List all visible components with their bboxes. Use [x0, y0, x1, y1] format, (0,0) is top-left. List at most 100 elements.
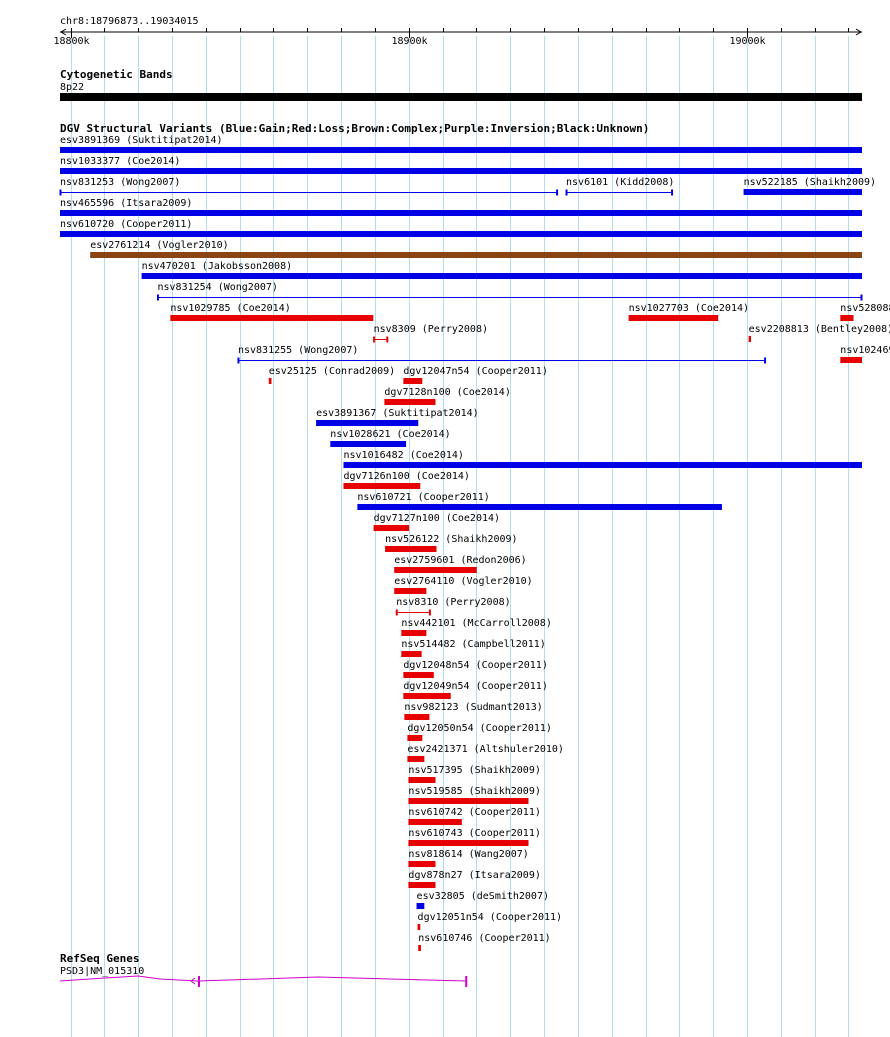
- sv-feature[interactable]: esv3891369 (Suktitipat2014): [60, 135, 862, 153]
- sv-feature-bar[interactable]: [60, 147, 862, 153]
- sv-feature[interactable]: nsv519585 (Shaikh2009): [408, 786, 541, 804]
- sv-feature-label: esv2421371 (Altshuler2010): [407, 744, 564, 755]
- sv-feature[interactable]: dgv878n27 (Itsara2009): [408, 870, 541, 888]
- cytoband-track-title[interactable]: Cytogenetic Bands: [60, 68, 173, 81]
- sv-feature[interactable]: esv2421371 (Altshuler2010): [407, 744, 564, 762]
- sv-feature[interactable]: nsv1024694 (Coe2014): [840, 345, 890, 363]
- sv-feature-bar[interactable]: [357, 504, 722, 510]
- sv-feature-bar[interactable]: [330, 441, 407, 447]
- sv-feature-bar[interactable]: [748, 336, 752, 342]
- sv-feature[interactable]: nsv526122 (Shaikh2009): [385, 534, 518, 552]
- sv-feature-bar[interactable]: [60, 210, 862, 216]
- gene-exon[interactable]: [198, 976, 200, 987]
- sv-feature[interactable]: nsv528088 (Shaikh2009): [840, 303, 890, 321]
- sv-feature[interactable]: nsv8309 (Perry2008): [373, 324, 488, 343]
- sv-feature-bar[interactable]: [401, 630, 427, 636]
- sv-feature[interactable]: nsv470201 (Jakobsson2008): [141, 261, 862, 279]
- sv-feature[interactable]: nsv6101 (Kidd2008): [565, 177, 674, 196]
- sv-feature-bar[interactable]: [408, 882, 436, 888]
- sv-feature[interactable]: nsv1033377 (Coe2014): [60, 156, 862, 174]
- sv-feature-bar[interactable]: [408, 819, 462, 825]
- sv-feature-bar[interactable]: [384, 399, 436, 405]
- sv-feature[interactable]: nsv1016482 (Coe2014): [343, 450, 862, 468]
- sv-feature[interactable]: nsv522185 (Shaikh2009): [743, 177, 876, 195]
- sv-feature[interactable]: nsv831255 (Wong2007): [237, 345, 767, 364]
- refseq-track-title[interactable]: RefSeq Genes: [60, 952, 139, 965]
- strand-arrow-icon: [190, 977, 196, 985]
- sv-feature[interactable]: nsv1029785 (Coe2014): [170, 303, 374, 321]
- sv-feature[interactable]: nsv610742 (Cooper2011): [408, 807, 541, 825]
- sv-feature-bar[interactable]: [316, 420, 419, 426]
- sv-feature-bar[interactable]: [141, 273, 862, 279]
- sv-feature[interactable]: esv2764110 (Vogler2010): [394, 576, 533, 594]
- sv-feature[interactable]: nsv8310 (Perry2008): [395, 597, 511, 616]
- sv-feature[interactable]: dgv12048n54 (Cooper2011): [403, 660, 548, 678]
- dgv-track-title[interactable]: DGV Structural Variants (Blue:Gain;Red:L…: [60, 122, 649, 135]
- sv-feature[interactable]: nsv818614 (Wang2007): [408, 849, 529, 867]
- sv-feature[interactable]: dgv7126n100 (Coe2014): [343, 471, 470, 489]
- sv-feature-bar[interactable]: [417, 924, 421, 930]
- sv-feature[interactable]: nsv610746 (Cooper2011): [418, 933, 551, 951]
- sv-feature[interactable]: nsv982123 (Sudmant2013): [404, 702, 543, 720]
- sv-feature[interactable]: nsv1027703 (Coe2014): [628, 303, 749, 321]
- sv-feature-label: nsv470201 (Jakobsson2008): [142, 261, 293, 272]
- sv-feature-bar[interactable]: [404, 714, 430, 720]
- sv-feature-bar[interactable]: [373, 525, 410, 531]
- sv-feature[interactable]: nsv442101 (McCarroll2008): [401, 618, 552, 636]
- sv-feature-bar[interactable]: [407, 756, 425, 762]
- sv-feature[interactable]: dgv7128n100 (Coe2014): [384, 387, 511, 405]
- sv-feature-bar[interactable]: [401, 651, 422, 657]
- sv-feature[interactable]: esv2761214 (Vogler2010): [90, 240, 863, 258]
- sv-feature[interactable]: nsv831254 (Wong2007): [156, 282, 863, 301]
- refseq-gene-psd3[interactable]: [59, 975, 468, 987]
- sv-feature-bar[interactable]: [418, 945, 421, 951]
- sv-feature-bar[interactable]: [394, 567, 477, 573]
- cytoband-bar[interactable]: [60, 93, 862, 101]
- sv-feature-bar[interactable]: [403, 672, 434, 678]
- sv-feature[interactable]: dgv12051n54 (Cooper2011): [417, 912, 563, 930]
- sv-feature[interactable]: dgv7127n100 (Coe2014): [373, 513, 500, 531]
- sv-feature-bar[interactable]: [840, 315, 854, 321]
- sv-feature[interactable]: nsv1028621 (Coe2014): [330, 429, 451, 447]
- sv-feature[interactable]: esv3891367 (Suktitipat2014): [316, 408, 479, 426]
- sv-feature-bar[interactable]: [394, 588, 427, 594]
- sv-feature[interactable]: nsv514482 (Campbell2011): [401, 639, 546, 657]
- sv-feature-label: nsv1027703 (Coe2014): [629, 303, 749, 314]
- sv-feature-bar[interactable]: [416, 903, 425, 909]
- sv-feature-bar[interactable]: [408, 840, 529, 846]
- sv-feature-bar[interactable]: [407, 735, 423, 741]
- sv-feature-bar[interactable]: [60, 231, 862, 237]
- sv-feature[interactable]: dgv12047n54 (Cooper2011): [403, 366, 548, 384]
- sv-feature-bar[interactable]: [743, 189, 862, 195]
- sv-feature[interactable]: esv2208813 (Bentley2008): [748, 324, 890, 342]
- sv-feature[interactable]: nsv610721 (Cooper2011): [357, 492, 722, 510]
- sv-feature-bar[interactable]: [403, 378, 423, 384]
- gene-exon[interactable]: [465, 976, 468, 987]
- sv-feature[interactable]: esv25125 (Conrad2009): [268, 366, 395, 384]
- sv-feature-bar[interactable]: [840, 357, 862, 363]
- sv-feature-bar[interactable]: [268, 378, 272, 384]
- sv-feature[interactable]: dgv12049n54 (Cooper2011): [403, 681, 548, 699]
- sv-feature-bar[interactable]: [385, 546, 437, 552]
- sv-feature-bar[interactable]: [90, 252, 863, 258]
- sv-feature-bar[interactable]: [60, 168, 862, 174]
- sv-feature[interactable]: esv2759601 (Redon2006): [394, 555, 527, 573]
- sv-feature-bar[interactable]: [408, 798, 529, 804]
- sv-feature[interactable]: nsv831253 (Wong2007): [59, 177, 559, 196]
- sv-feature[interactable]: nsv610743 (Cooper2011): [408, 828, 541, 846]
- sv-feature-bar[interactable]: [628, 315, 719, 321]
- sv-feature-bar[interactable]: [343, 483, 421, 489]
- sv-feature-bar[interactable]: [408, 861, 436, 867]
- sv-feature-label: nsv522185 (Shaikh2009): [744, 177, 876, 188]
- sv-feature[interactable]: nsv610720 (Cooper2011): [60, 219, 862, 237]
- sv-feature-bar[interactable]: [170, 315, 374, 321]
- ruler-tick-label: 18900k: [391, 36, 427, 47]
- sv-feature[interactable]: dgv12050n54 (Cooper2011): [407, 723, 552, 741]
- sv-feature[interactable]: nsv465596 (Itsara2009): [60, 198, 862, 216]
- sv-feature-bar[interactable]: [343, 462, 862, 468]
- sv-feature-bar[interactable]: [408, 777, 436, 783]
- sv-feature[interactable]: esv32805 (deSmith2007): [416, 891, 549, 909]
- sv-feature-bar[interactable]: [403, 693, 451, 699]
- sv-feature[interactable]: nsv517395 (Shaikh2009): [408, 765, 541, 783]
